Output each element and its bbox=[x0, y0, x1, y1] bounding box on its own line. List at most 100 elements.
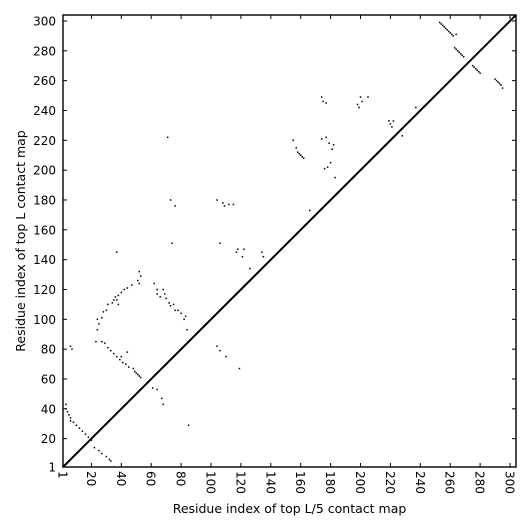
contact-cell bbox=[65, 403, 67, 406]
contact-cell bbox=[458, 51, 460, 54]
y-axis-ticks: 1204060801001201401601802002202402602803… bbox=[33, 14, 516, 475]
y-tick-label: 1 bbox=[48, 461, 56, 475]
contact-cell bbox=[449, 32, 451, 34]
contact-cell bbox=[169, 199, 172, 201]
contact-cell bbox=[325, 136, 327, 139]
contact-cell bbox=[177, 309, 179, 312]
y-tick-label: 240 bbox=[33, 104, 56, 118]
contact-cell bbox=[455, 33, 457, 36]
contact-cell bbox=[116, 251, 118, 253]
diagonal-line bbox=[62, 14, 517, 468]
contact-cell bbox=[96, 329, 99, 331]
contact-cell bbox=[95, 340, 97, 343]
contact-cell bbox=[388, 120, 390, 122]
contact-cell bbox=[135, 372, 138, 374]
contact-cell bbox=[78, 427, 81, 429]
contact-cell bbox=[320, 96, 323, 98]
contact-cell bbox=[216, 345, 218, 347]
contact-cell bbox=[494, 78, 496, 80]
contact-cell bbox=[134, 370, 136, 373]
contact-cell bbox=[117, 294, 120, 297]
contact-cell bbox=[328, 142, 330, 145]
contact-cell bbox=[223, 205, 226, 207]
contact-cell bbox=[105, 309, 108, 312]
contact-cell bbox=[102, 311, 105, 313]
x-axis-ticks: 1 20 40 60 80 100 120 140 160 180 200 220 240 260 280 3… bbox=[56, 15, 517, 494]
contact-cell bbox=[261, 251, 263, 253]
contact-cell bbox=[477, 70, 480, 73]
contact-cell bbox=[140, 275, 142, 277]
contact-cell bbox=[116, 299, 118, 301]
contact-cell bbox=[171, 242, 173, 244]
contact-cell bbox=[72, 421, 75, 423]
contact-cell bbox=[131, 284, 133, 286]
contact-cell bbox=[501, 87, 504, 89]
contact-cell bbox=[479, 72, 481, 74]
contact-cell bbox=[358, 106, 360, 109]
contact-cell bbox=[415, 106, 417, 109]
contact-cell bbox=[87, 436, 90, 438]
contact-cell bbox=[138, 270, 140, 273]
contact-cell bbox=[75, 424, 78, 426]
x-tick-label: 80 bbox=[174, 471, 188, 486]
contact-cell bbox=[151, 387, 154, 389]
contact-cell bbox=[186, 329, 188, 331]
contact-cell bbox=[128, 366, 130, 368]
contact-cell bbox=[174, 309, 176, 312]
y-tick-label: 120 bbox=[33, 283, 56, 297]
contact-cell bbox=[71, 348, 73, 350]
x-tick-label: 280 bbox=[473, 471, 487, 494]
y-tick-label: 80 bbox=[41, 343, 56, 357]
contact-cell bbox=[93, 446, 96, 449]
contact-cell bbox=[446, 29, 448, 31]
contact-cell bbox=[326, 166, 329, 168]
contact-cell bbox=[447, 30, 450, 33]
contact-cell bbox=[184, 315, 187, 318]
contact-cell bbox=[301, 155, 303, 158]
contact-cell bbox=[101, 317, 103, 319]
contact-cell bbox=[444, 27, 447, 30]
contact-cell bbox=[69, 420, 72, 422]
contact-cell bbox=[443, 26, 445, 28]
x-tick-label: 120 bbox=[233, 471, 247, 494]
contact-cell bbox=[356, 103, 359, 106]
y-tick-label: 40 bbox=[41, 402, 56, 416]
contact-cell bbox=[232, 203, 235, 206]
contact-cell bbox=[120, 355, 123, 358]
x-tick-label: 220 bbox=[383, 471, 397, 494]
contact-cell bbox=[237, 248, 239, 250]
contact-cell bbox=[113, 352, 115, 355]
contact-cell bbox=[462, 56, 465, 58]
contact-cell bbox=[495, 79, 498, 82]
contact-cell bbox=[140, 376, 142, 379]
contact-cell bbox=[183, 318, 185, 321]
contact-cell bbox=[68, 414, 70, 416]
contact-cell bbox=[187, 424, 190, 426]
contact-cell bbox=[137, 373, 139, 376]
x-tick-label: 140 bbox=[263, 471, 277, 494]
contact-cell bbox=[262, 255, 265, 258]
contact-cell bbox=[90, 439, 93, 441]
contact-cell bbox=[497, 81, 499, 83]
y-tick-label: 280 bbox=[33, 44, 56, 58]
contact-cell bbox=[163, 293, 166, 295]
y-tick-label: 20 bbox=[41, 432, 56, 446]
x-tick-label: 1 bbox=[56, 471, 70, 479]
contact-cell bbox=[66, 411, 69, 413]
contact-cell bbox=[156, 288, 158, 291]
contact-cell bbox=[235, 251, 238, 253]
contact-cell bbox=[174, 205, 176, 207]
contact-cell bbox=[243, 248, 245, 250]
contact-cell bbox=[216, 199, 218, 201]
contact-cell bbox=[219, 242, 221, 244]
x-tick-label: 160 bbox=[293, 471, 307, 494]
contact-cell bbox=[117, 303, 120, 306]
contact-cell bbox=[180, 312, 182, 315]
x-tick-label: 100 bbox=[204, 471, 218, 494]
x-tick-label: 240 bbox=[413, 471, 427, 494]
contact-cell bbox=[298, 152, 300, 155]
contact-cell bbox=[498, 82, 501, 85]
contact-cell bbox=[172, 303, 175, 306]
contact-cell bbox=[322, 100, 324, 103]
